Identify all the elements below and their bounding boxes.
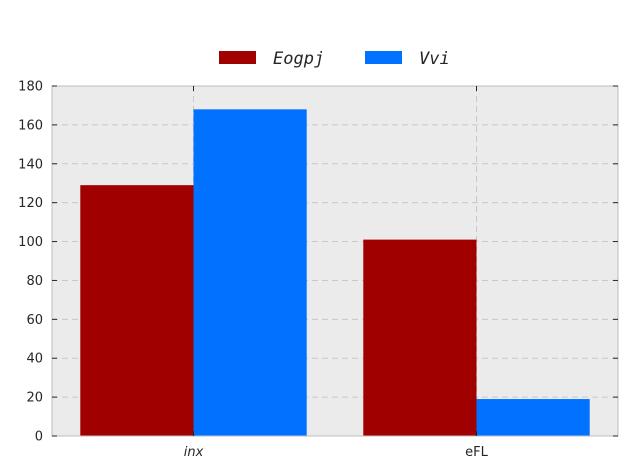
x-tick-label: eFL	[465, 445, 488, 460]
legend-label-Eogpj: Eogpj	[273, 49, 324, 69]
bar-Vvi-inx	[193, 109, 307, 436]
legend-label-Vvi: Vvi	[419, 49, 450, 69]
y-tick-label: 60	[26, 313, 43, 328]
legend-swatch-Eogpj	[219, 51, 256, 64]
axes	[51, 85, 619, 437]
legend-swatch-Vvi	[365, 51, 402, 64]
bar-Vvi-eFL	[476, 399, 590, 436]
bars	[80, 109, 590, 436]
bar-Eogpj-eFL	[363, 239, 477, 436]
y-tick-label: 120	[18, 196, 43, 211]
x-tick-label: inx	[184, 445, 204, 460]
y-tick-label: 160	[18, 118, 43, 133]
y-tick-label: 100	[18, 235, 43, 250]
legend: Eogpj Vvi	[219, 49, 450, 69]
y-axis-ticks: 0 20 40 60 80 100 120 140 160 180	[18, 80, 618, 445]
x-axis-ticks: inx eFL	[184, 86, 489, 460]
bar-Eogpj-inx	[80, 185, 194, 436]
y-tick-label: 20	[26, 391, 43, 406]
y-tick-label: 80	[26, 274, 43, 289]
y-tick-label: 0	[35, 430, 43, 445]
y-tick-label: 40	[26, 352, 43, 367]
plot-frame	[51, 85, 619, 437]
y-tick-label: 140	[18, 157, 43, 172]
y-tick-label: 180	[18, 80, 43, 95]
